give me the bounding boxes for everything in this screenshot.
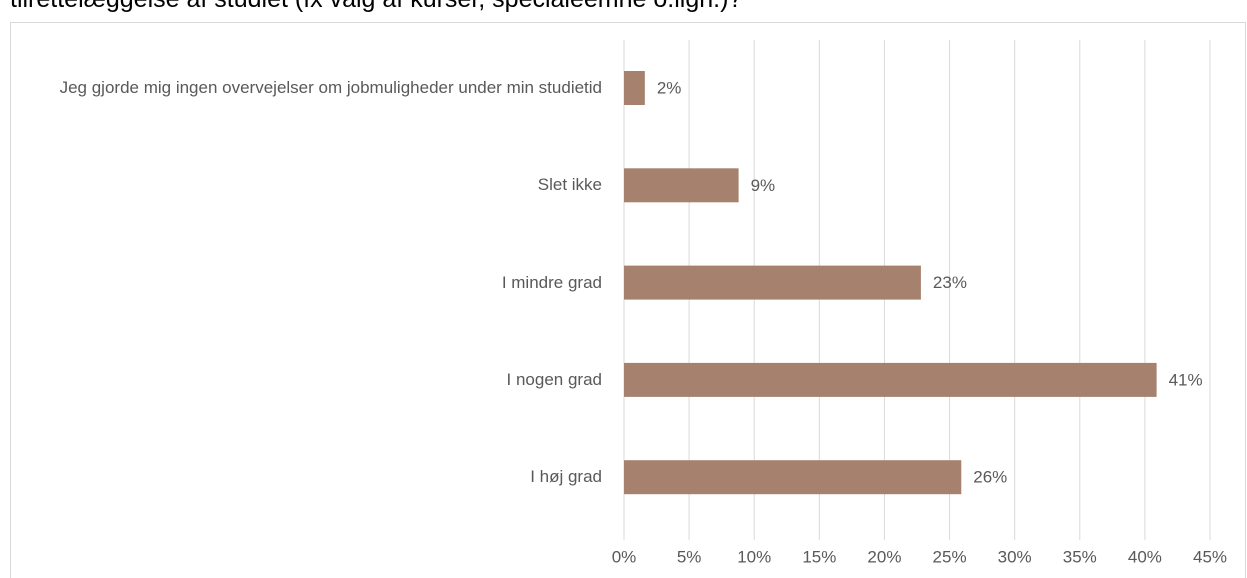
chart-title: tilrettelæggelse af studiet (fx valg af … (10, 0, 742, 14)
data-label: 41% (1169, 370, 1203, 389)
x-tick-label: 30% (998, 547, 1032, 566)
x-tick-label: 45% (1193, 547, 1227, 566)
chart-frame (10, 22, 1246, 578)
bar (624, 265, 921, 300)
data-label: 23% (933, 273, 967, 292)
y-tick-label: I nogen grad (506, 369, 602, 389)
y-tick-label: Slet ikke (537, 175, 602, 195)
x-tick-label: 20% (867, 547, 901, 566)
x-tick-label: 5% (677, 547, 702, 566)
bar (624, 460, 962, 495)
bar (624, 168, 739, 203)
data-label: 9% (751, 176, 776, 195)
x-tick-label: 40% (1128, 547, 1162, 566)
data-label: 2% (657, 78, 682, 97)
x-tick-label: 10% (737, 547, 771, 566)
x-tick-label: 15% (802, 547, 836, 566)
y-tick-label: I høj grad (530, 467, 602, 487)
bar (624, 362, 1157, 397)
x-tick-label: 35% (1063, 547, 1097, 566)
x-tick-label: 0% (612, 547, 637, 566)
x-tick-label: 25% (933, 547, 967, 566)
y-tick-label: I mindre grad (501, 272, 602, 292)
y-tick-label: Jeg gjorde mig ingen overvejelser om job… (59, 78, 602, 97)
data-label: 26% (973, 468, 1007, 487)
bar (624, 71, 645, 105)
